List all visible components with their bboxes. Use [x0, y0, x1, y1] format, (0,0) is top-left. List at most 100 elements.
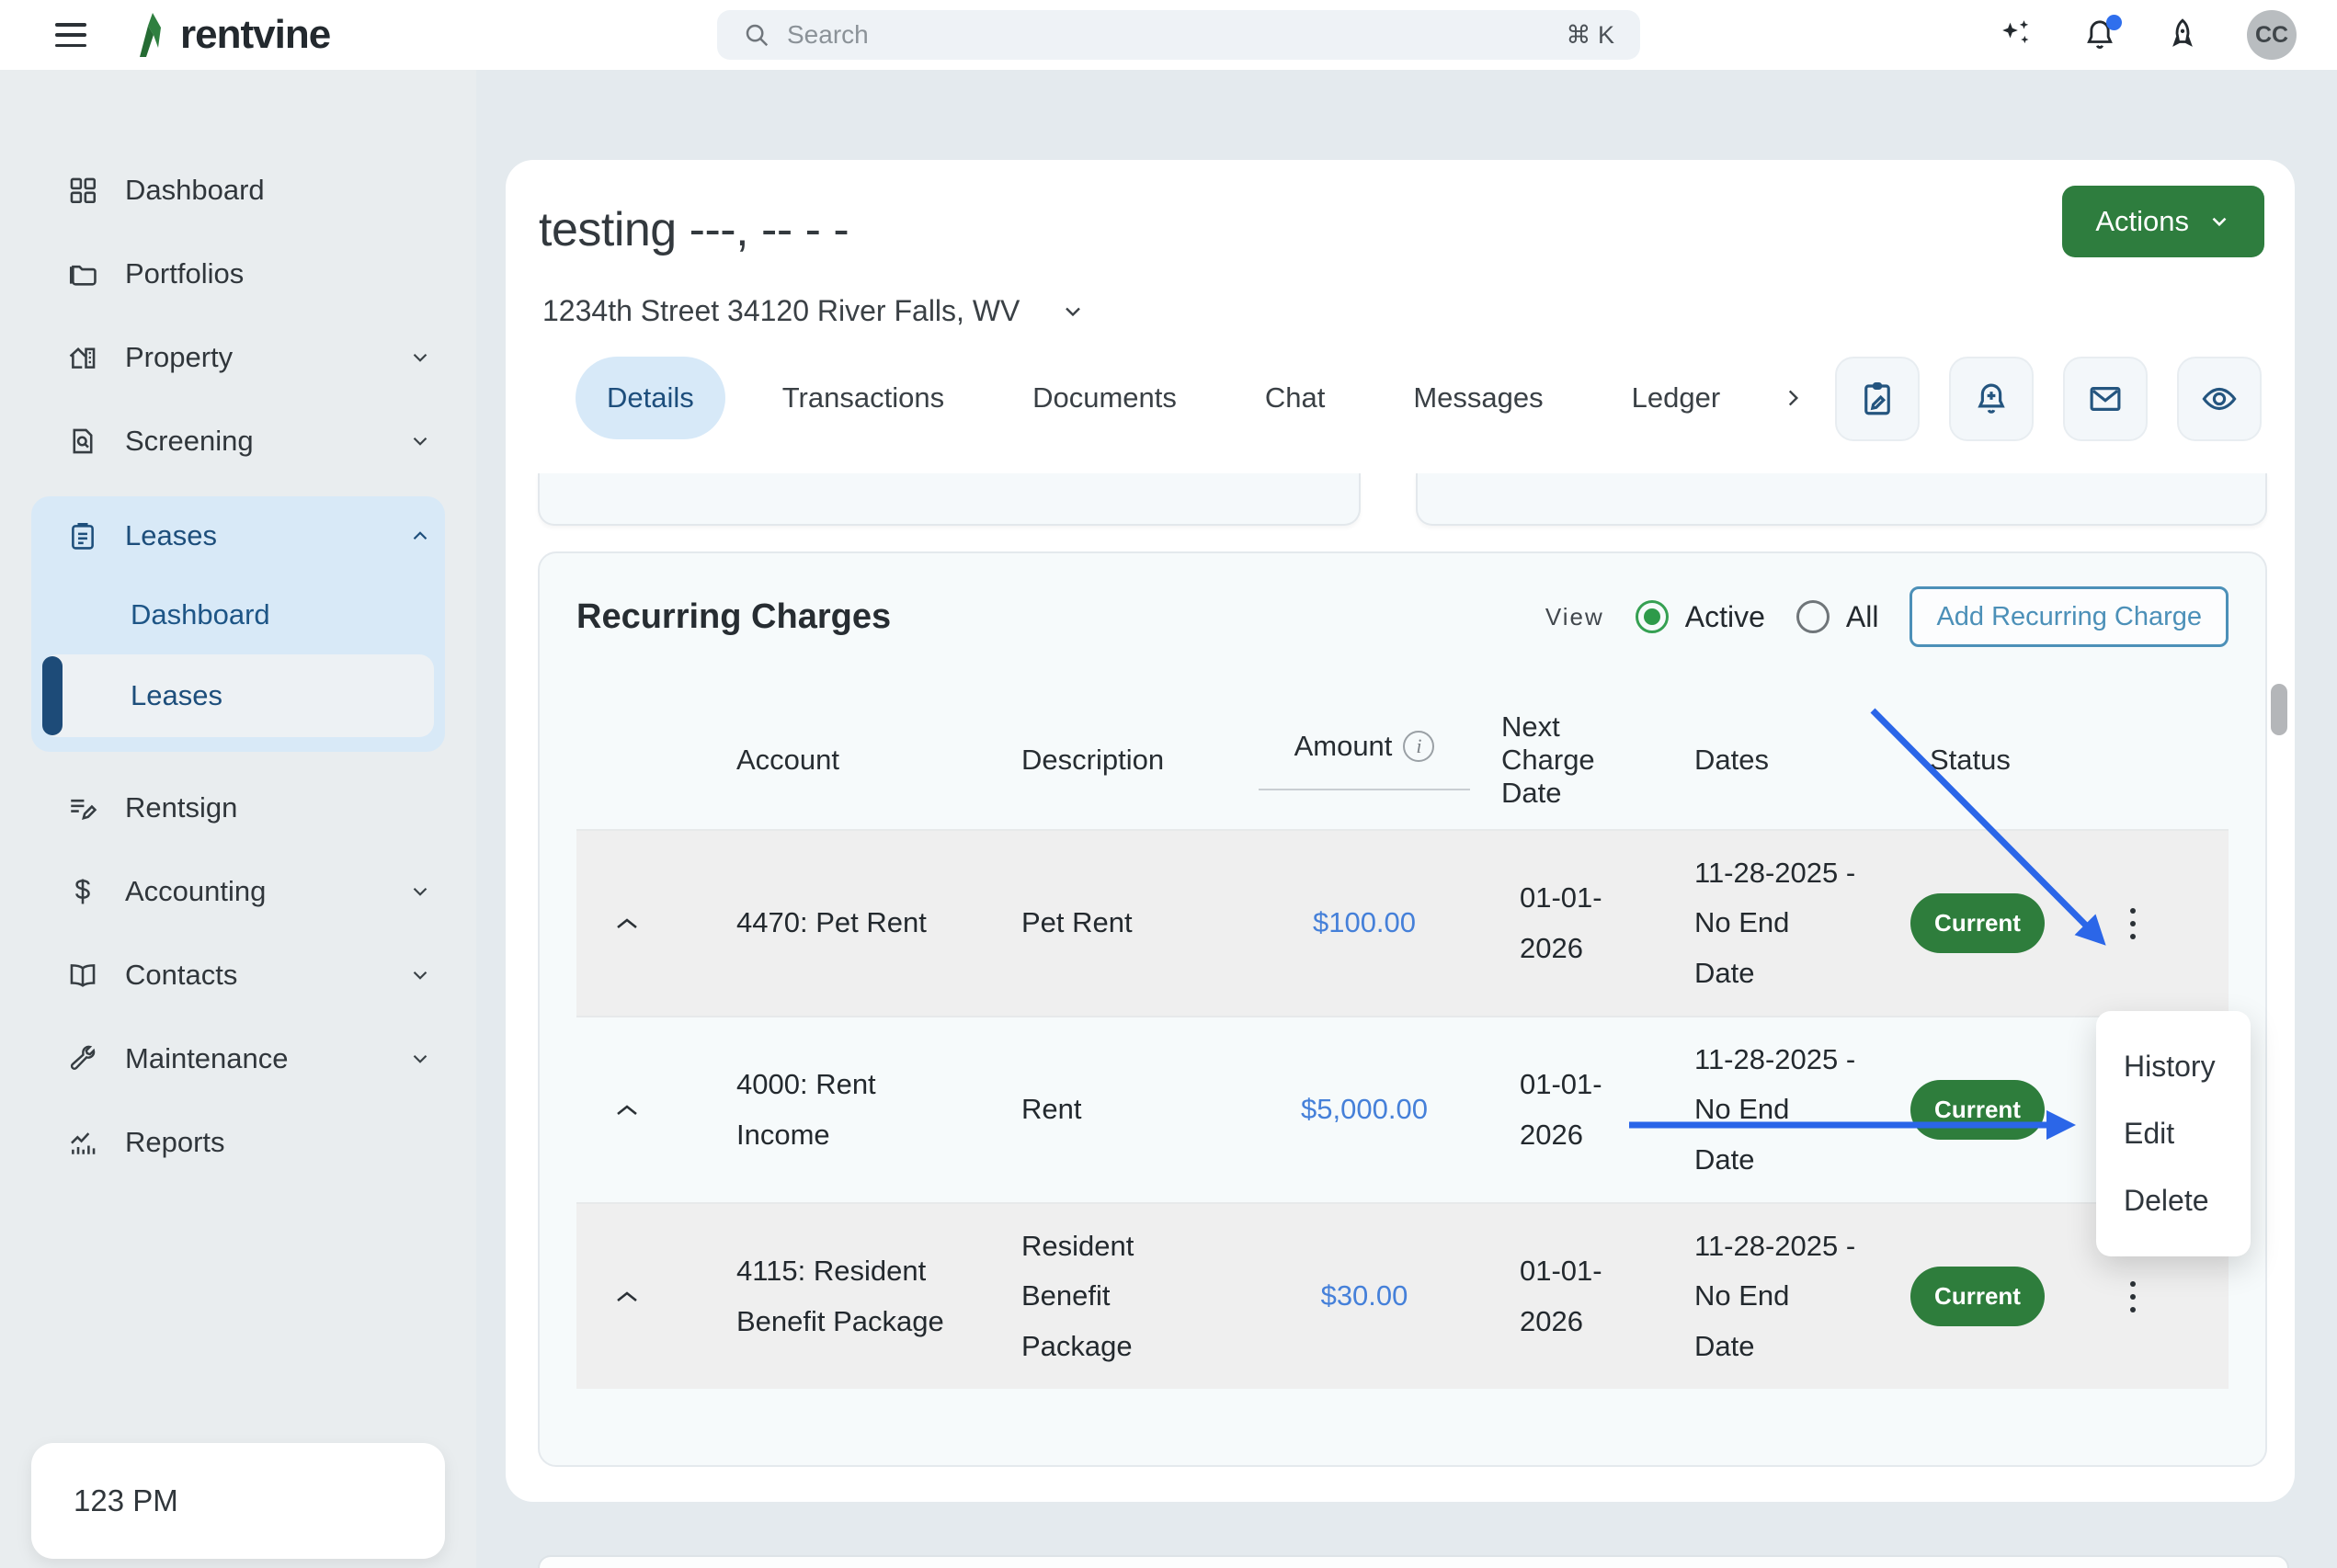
chevron-down-icon: [408, 1047, 432, 1071]
sidebar-item-rentsign[interactable]: Rentsign: [31, 779, 445, 836]
collapse-caret-icon[interactable]: [576, 1102, 678, 1119]
column-header-status: Status: [1886, 744, 2069, 777]
sidebar-subitem-leases-dashboard[interactable]: Dashboard: [31, 588, 445, 642]
folder-icon: [66, 257, 99, 290]
sidebar-item-leases[interactable]: Leases: [31, 507, 445, 564]
sidebar-item-label: Contacts: [125, 959, 237, 992]
scrolled-cards-row: [538, 473, 2267, 526]
sidebar-item-maintenance[interactable]: Maintenance: [31, 1030, 445, 1087]
rentvine-leaf-icon: [129, 11, 171, 59]
menu-item-delete[interactable]: Delete: [2096, 1167, 2251, 1234]
ai-sparkles-icon[interactable]: [1999, 17, 2035, 53]
email-button[interactable]: [2063, 357, 2148, 441]
cell-account: 4115: Resident Benefit Package: [700, 1246, 966, 1346]
sidebar-item-contacts[interactable]: Contacts: [31, 947, 445, 1004]
notifications-bell-icon[interactable]: [2081, 17, 2118, 53]
cell-dates: 11-28-2025 - No End Date: [1643, 1035, 1864, 1185]
sidebar-item-portfolios[interactable]: Portfolios: [31, 245, 445, 302]
sidebar-item-label: Dashboard: [125, 174, 265, 207]
lease-clipboard-icon: [66, 519, 99, 552]
cell-description: Resident Benefit Package: [988, 1221, 1227, 1371]
chevron-down-icon: [408, 963, 432, 987]
hamburger-menu-icon[interactable]: [55, 23, 86, 47]
actions-button[interactable]: Actions: [2062, 186, 2264, 257]
amount-link[interactable]: $30.00: [1321, 1279, 1408, 1312]
amount-link[interactable]: $5,000.00: [1301, 1093, 1428, 1125]
collapse-caret-icon[interactable]: [576, 915, 678, 932]
info-icon[interactable]: i: [1403, 731, 1434, 762]
menu-item-edit[interactable]: Edit: [2096, 1100, 2251, 1167]
tab-details[interactable]: Details: [576, 357, 725, 439]
sidebar-item-property[interactable]: Property: [31, 329, 445, 386]
active-indicator-bar: [42, 656, 63, 735]
cell-description: Rent: [988, 1085, 1227, 1134]
filter-radio-active[interactable]: Active: [1636, 600, 1765, 634]
search-input[interactable]: [787, 20, 1549, 50]
recurring-charges-title: Recurring Charges: [576, 597, 891, 637]
cell-description: Pet Rent: [988, 898, 1227, 948]
add-recurring-charge-button[interactable]: Add Recurring Charge: [1910, 586, 2229, 647]
scrollbar-thumb[interactable]: [2271, 684, 2287, 735]
brand-logo[interactable]: rentvine: [129, 11, 330, 59]
amount-header-label: Amount: [1294, 730, 1393, 763]
tab-ledger[interactable]: Ledger: [1601, 357, 1752, 439]
actions-button-label: Actions: [2095, 205, 2189, 238]
sidebar-item-dashboard[interactable]: Dashboard: [31, 162, 445, 219]
add-reminder-button[interactable]: [1949, 357, 2034, 441]
radio-unselected-icon: [1796, 600, 1830, 633]
radio-label: All: [1846, 600, 1879, 634]
cell-next-charge-date: 01-01- 2026: [1501, 1246, 1621, 1346]
search-bar[interactable]: ⌘ K: [717, 10, 1640, 60]
column-header-next-charge-date: Next Charge Date: [1501, 710, 1621, 810]
table-row: 4000: Rent Income Rent $5,000.00 01-01- …: [576, 1016, 2229, 1202]
row-kebab-menu-icon[interactable]: [2092, 1281, 2174, 1312]
filter-radio-all[interactable]: All: [1796, 600, 1879, 634]
table-row: 4115: Resident Benefit Package Resident …: [576, 1202, 2229, 1389]
notification-dot: [2106, 15, 2122, 30]
chevron-down-icon: [408, 346, 432, 369]
bell-plus-icon: [1972, 380, 2011, 418]
chevron-down-icon: [2207, 210, 2231, 233]
sidebar-subitem-leases-leases[interactable]: Leases: [42, 654, 434, 737]
sidebar-item-label: Maintenance: [125, 1042, 289, 1075]
eye-icon: [2200, 380, 2239, 418]
sidebar-item-label: Rentsign: [125, 791, 237, 824]
brand-wordmark: rentvine: [180, 12, 330, 58]
tabs-overflow-chevron-icon[interactable]: [1781, 386, 1805, 410]
dashboard-grid-icon: [66, 174, 99, 207]
property-address: 1234th Street 34120 River Falls, WV: [542, 294, 1020, 328]
tab-chat[interactable]: Chat: [1234, 357, 1356, 439]
cell-next-charge-date: 01-01- 2026: [1501, 1060, 1621, 1160]
sidebar-item-label: Reports: [125, 1126, 225, 1159]
status-badge: Current: [1910, 1080, 2045, 1141]
edit-note-button[interactable]: [1835, 357, 1920, 441]
sidebar-item-label: Leases: [131, 679, 222, 712]
sidebar-item-label: Screening: [125, 425, 254, 458]
address-chevron-down-icon[interactable]: [1060, 299, 1086, 324]
amount-link[interactable]: $100.00: [1313, 906, 1416, 938]
column-header-description: Description: [988, 744, 1227, 777]
screening-document-icon: [66, 425, 99, 458]
tab-documents[interactable]: Documents: [1001, 357, 1208, 439]
watch-button[interactable]: [2177, 357, 2262, 441]
lease-detail-card: testing ---, -- - - Actions 1234th Stree…: [506, 160, 2295, 1502]
menu-item-history[interactable]: History: [2096, 1033, 2251, 1100]
avatar[interactable]: CC: [2247, 10, 2297, 60]
topbar: rentvine ⌘ K: [0, 0, 2337, 70]
cell-dates: 11-28-2025 - No End Date: [1643, 848, 1864, 998]
sidebar-item-accounting[interactable]: Accounting: [31, 863, 445, 920]
clipboard-pencil-icon: [1858, 380, 1897, 418]
next-section-card-edge: [538, 1555, 2289, 1568]
sidebar-item-reports[interactable]: Reports: [31, 1114, 445, 1171]
whats-new-rocket-icon[interactable]: [2164, 17, 2201, 53]
search-icon: [743, 21, 770, 49]
sidebar-item-label: Accounting: [125, 875, 266, 908]
chevron-down-icon: [408, 880, 432, 903]
clock-widget: 123 PM: [31, 1443, 445, 1559]
contacts-book-icon: [66, 959, 99, 992]
tab-transactions[interactable]: Transactions: [751, 357, 975, 439]
sidebar-item-screening[interactable]: Screening: [31, 413, 445, 470]
row-kebab-menu-icon[interactable]: [2092, 908, 2174, 939]
tab-messages[interactable]: Messages: [1382, 357, 1574, 439]
collapse-caret-icon[interactable]: [576, 1289, 678, 1305]
